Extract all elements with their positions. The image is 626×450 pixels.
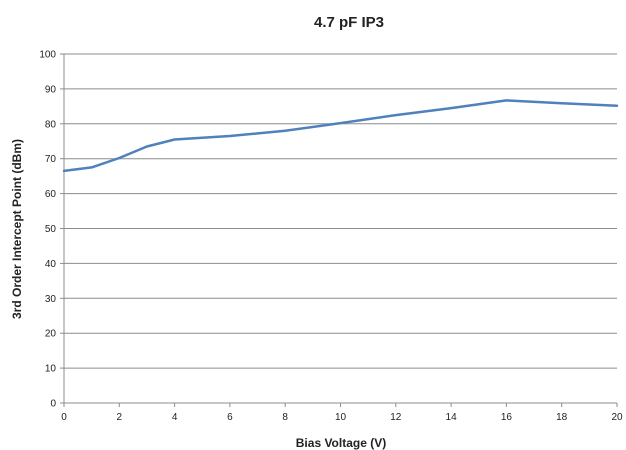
y-tick-label: 10 [45, 364, 57, 375]
y-tick-label: 40 [45, 259, 57, 270]
x-tick-label: 4 [172, 412, 178, 423]
x-tick-label: 10 [335, 412, 347, 423]
x-tick-label: 12 [390, 412, 402, 423]
x-tick-label: 16 [501, 412, 513, 423]
y-tick-label: 90 [45, 84, 57, 95]
x-axis-ticks: 0 2 4 6 8 10 12 14 16 18 20 [61, 403, 623, 423]
y-axis-ticks: 0 10 20 30 40 50 60 70 80 90 100 [39, 50, 64, 410]
y-tick-label: 70 [45, 154, 57, 165]
x-tick-label: 18 [556, 412, 568, 423]
x-tick-label: 8 [282, 412, 288, 423]
y-tick-label: 50 [45, 224, 57, 235]
y-tick-label: 20 [45, 329, 57, 340]
y-tick-label: 30 [45, 294, 57, 305]
x-tick-label: 14 [446, 412, 458, 423]
x-tick-label: 2 [117, 412, 123, 423]
x-tick-label: 6 [227, 412, 233, 423]
series-layer [64, 100, 617, 170]
y-tick-label: 80 [45, 119, 57, 130]
chart-title: 4.7 pF IP3 [314, 14, 384, 31]
x-tick-label: 20 [611, 412, 623, 423]
y-axis-label: 3rd Order Intercept Point (dBm) [10, 139, 24, 319]
y-tick-label: 0 [50, 399, 56, 410]
y-tick-label: 60 [45, 189, 57, 200]
x-tick-label: 0 [61, 412, 67, 423]
x-axis-label: Bias Voltage (V) [296, 436, 386, 450]
series-line [64, 100, 617, 170]
y-tick-label: 100 [39, 50, 56, 61]
